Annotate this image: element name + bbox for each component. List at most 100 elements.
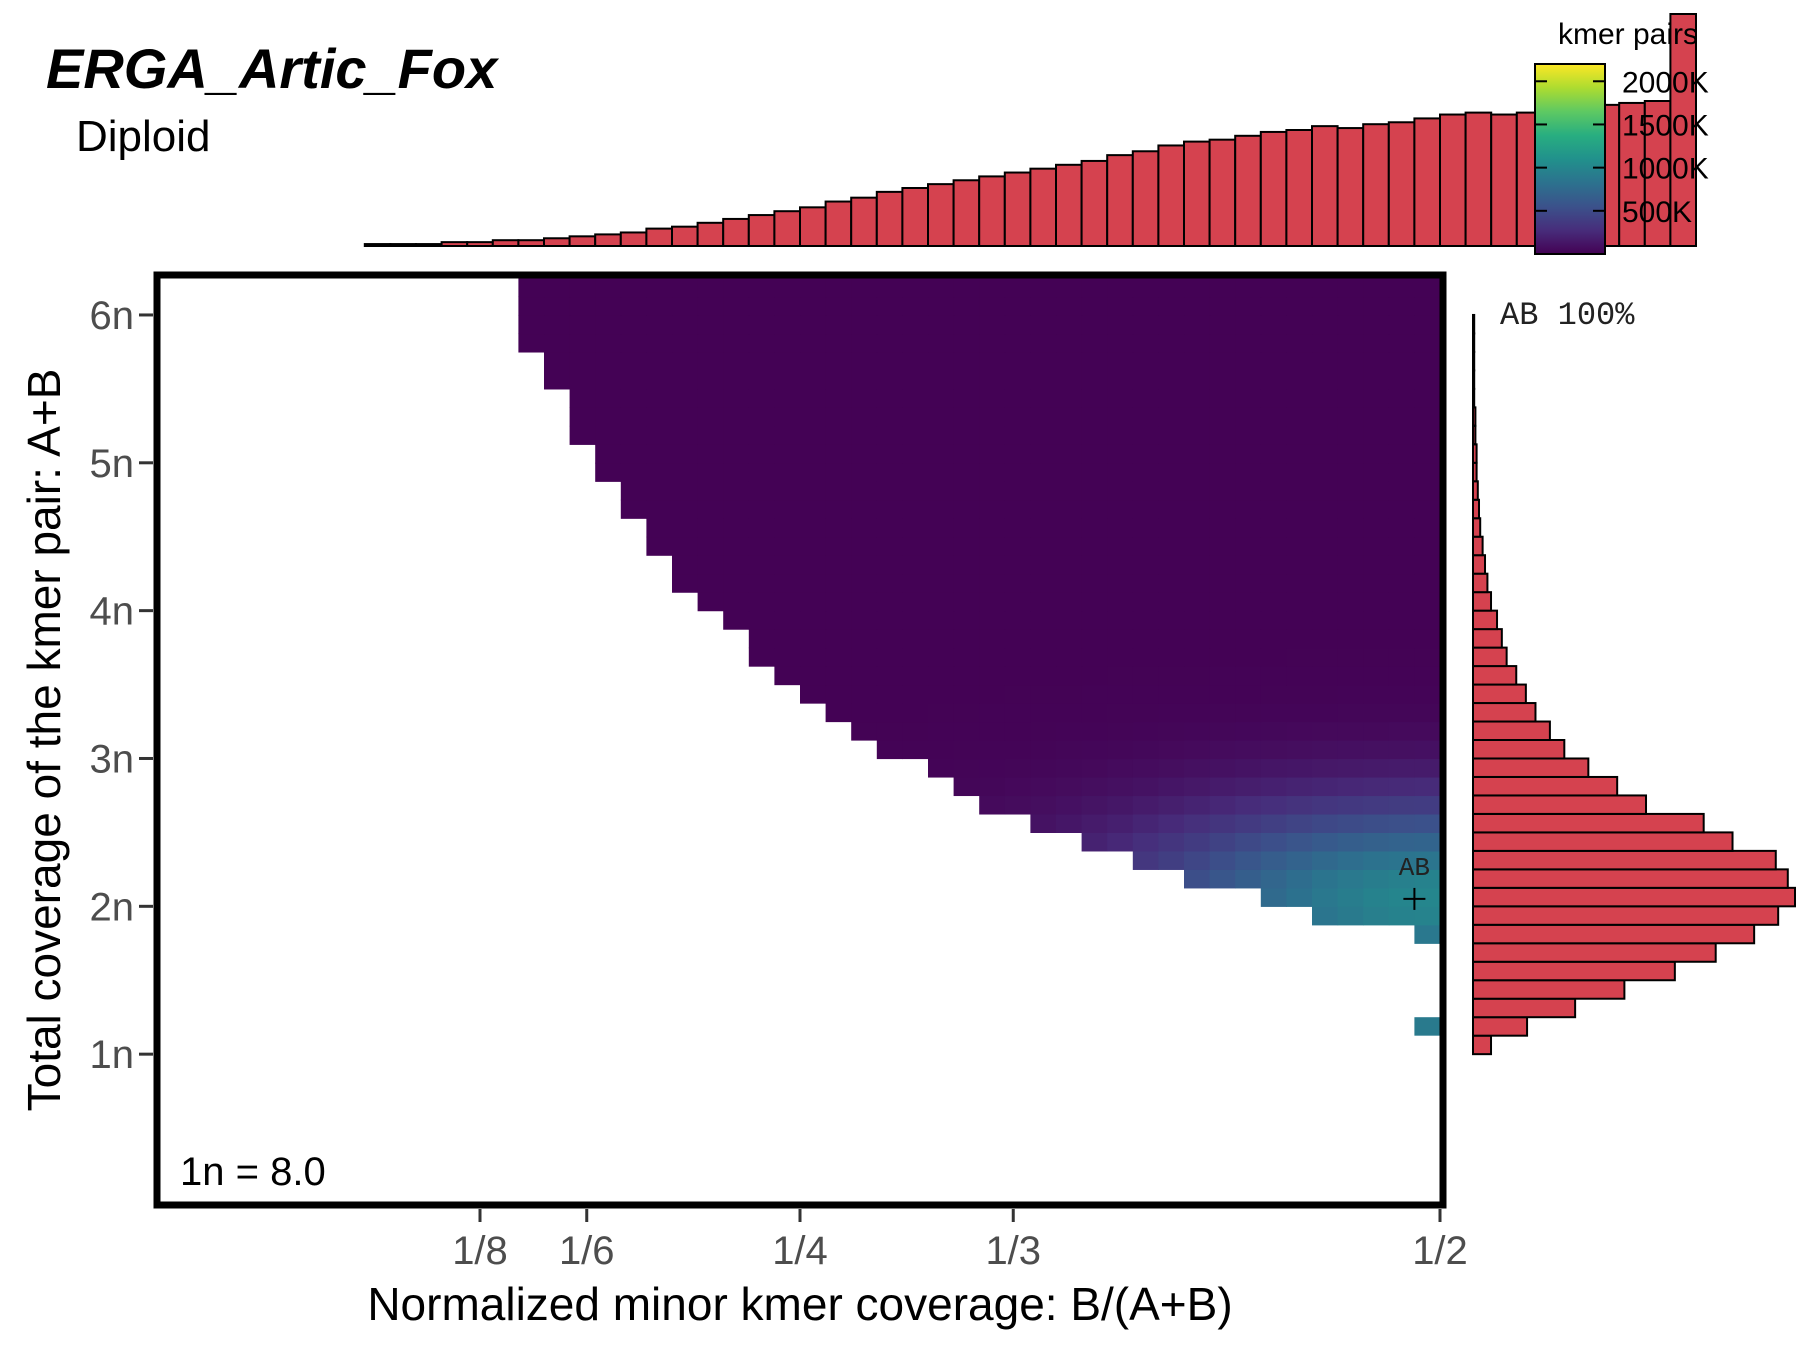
heatmap-cell — [1056, 629, 1083, 649]
heatmap-cell — [620, 296, 647, 316]
heatmap-cell — [1286, 592, 1313, 612]
heatmap-cell — [697, 333, 724, 353]
heatmap-cell — [748, 462, 775, 482]
right-hist-bar — [1472, 739, 1566, 760]
heatmap-cell — [1388, 850, 1415, 870]
heatmap-cell — [595, 370, 622, 390]
top-hist-bar — [1439, 113, 1467, 247]
heatmap-cell — [1286, 351, 1313, 371]
heatmap-cell — [1081, 518, 1108, 538]
heatmap-cell — [1414, 407, 1441, 427]
heatmap-cell — [774, 629, 801, 649]
top-hist-bar — [927, 183, 955, 247]
heatmap-cell — [1312, 758, 1339, 778]
heatmap-cell — [1184, 499, 1211, 519]
heatmap-cell — [1260, 813, 1287, 833]
right-hist-bar — [1472, 498, 1481, 520]
right-hist-bar — [1472, 591, 1493, 612]
heatmap-cell — [1107, 370, 1134, 390]
heatmap-cell — [851, 518, 878, 538]
heatmap-cell — [1312, 684, 1339, 704]
heatmap-cell — [1363, 425, 1390, 445]
heatmap-cell — [1337, 407, 1364, 427]
heatmap-cell — [620, 388, 647, 408]
right-hist-bar — [1472, 609, 1499, 631]
right-hist-bar — [1472, 332, 1476, 353]
heatmap-cell — [928, 370, 955, 390]
heatmap-cell — [1184, 518, 1211, 538]
heatmap-cell — [646, 407, 673, 427]
top-hist-bar — [671, 225, 699, 248]
heatmap-cell — [1286, 666, 1313, 686]
heatmap-cell — [1081, 721, 1108, 741]
heatmap-cell — [1388, 813, 1415, 833]
heatmap-cell — [1132, 647, 1159, 667]
heatmap-cell — [697, 278, 724, 298]
heatmap-cell — [1312, 703, 1339, 723]
heatmap-cell — [800, 388, 827, 408]
heatmap-cell — [876, 296, 903, 316]
heatmap-cell — [1030, 629, 1057, 649]
heatmap-cell — [1081, 573, 1108, 593]
heatmap-cell — [723, 555, 750, 575]
heatmap-cell — [979, 740, 1006, 760]
heatmap-cell — [1004, 462, 1031, 482]
heatmap-cell — [1286, 813, 1313, 833]
y-tick-label: 6n — [90, 294, 135, 338]
heatmap-cell — [1209, 370, 1236, 390]
top-hist-bar — [1285, 129, 1314, 247]
heatmap-cell — [1363, 592, 1390, 612]
heatmap-cell — [672, 388, 699, 408]
heatmap-cell — [800, 555, 827, 575]
right-hist-bar — [1472, 812, 1705, 834]
right-hist-bar — [1472, 923, 1756, 945]
heatmap-cell — [1184, 573, 1211, 593]
heatmap-cell — [1132, 351, 1159, 371]
heatmap-cell — [1363, 388, 1390, 408]
heatmap-cell — [595, 388, 622, 408]
heatmap-cell — [1107, 629, 1134, 649]
heatmap-cell — [825, 555, 852, 575]
top-hist-bar — [594, 233, 622, 247]
heatmap-cell — [1081, 481, 1108, 501]
heatmap-cell — [1184, 333, 1211, 353]
heatmap-cell — [825, 370, 852, 390]
heatmap-cell — [928, 555, 955, 575]
x-tick-label: 1/3 — [985, 1229, 1041, 1273]
top-hist-bar — [824, 200, 853, 248]
heatmap-cell — [1235, 555, 1262, 575]
heatmap-cell — [800, 647, 827, 667]
heatmap-cell — [1030, 610, 1057, 630]
right-hist-bar — [1472, 350, 1476, 372]
heatmap-cell — [1235, 684, 1262, 704]
heatmap-cell — [1030, 499, 1057, 519]
heatmap-cell — [902, 481, 929, 501]
heatmap-cell — [1158, 536, 1185, 556]
heatmap-cell — [928, 592, 955, 612]
heatmap-cell — [1158, 388, 1185, 408]
heatmap-cell — [748, 370, 775, 390]
heatmap-cell — [876, 721, 903, 741]
x-tick-label: 1/6 — [559, 1229, 615, 1273]
heatmap-cell — [620, 462, 647, 482]
heatmap-cell — [697, 518, 724, 538]
heatmap-cell — [723, 351, 750, 371]
right-hist-bar — [1472, 480, 1479, 501]
y-tick-label: 1n — [90, 1033, 135, 1077]
heatmap-cell — [1388, 906, 1415, 926]
heatmap-cell — [1030, 518, 1057, 538]
heatmap-cell — [1337, 518, 1364, 538]
heatmap-cell — [1388, 776, 1415, 797]
heatmap-cell — [825, 499, 852, 519]
heatmap-cell — [1414, 703, 1441, 723]
heatmap-cell — [723, 407, 750, 427]
heatmap-cell — [723, 573, 750, 593]
heatmap-cell — [902, 333, 929, 353]
heatmap-cell — [1363, 832, 1390, 852]
right-hist-bar — [1472, 997, 1577, 1019]
heatmap-cell — [1312, 832, 1339, 852]
heatmap-cell — [851, 407, 878, 427]
heatmap-cell — [1107, 462, 1134, 482]
heatmap-cell — [1184, 776, 1211, 797]
heatmap-cell — [1260, 462, 1287, 482]
